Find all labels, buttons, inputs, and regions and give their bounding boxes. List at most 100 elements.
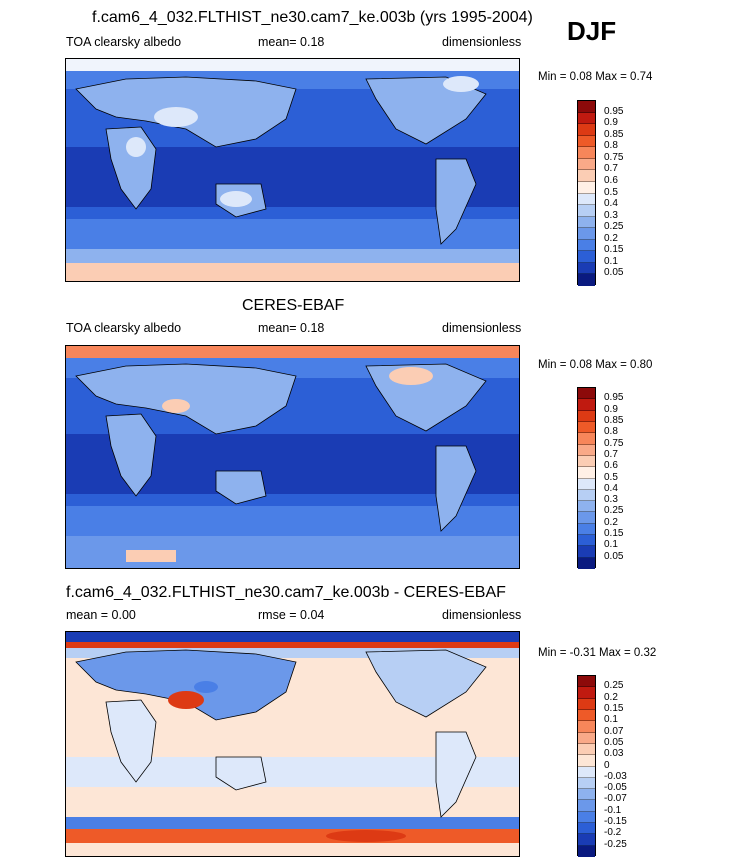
colorbar-swatch [578,743,595,756]
colorbar-swatch [578,698,595,710]
colorbar-swatch [578,158,595,171]
colorbar-tick-label: 0.25 [604,680,624,692]
colorbar-tick-label: -0.1 [604,804,622,816]
colorbar-tick-label: 0.1 [604,539,618,551]
colorbar-swatch [578,501,595,513]
colorbar-swatch [578,388,595,400]
panel3-map [65,631,520,857]
colorbar-tick-label: 0.95 [604,105,624,117]
colorbar-swatch [578,755,595,767]
colorbar-swatch [578,135,595,148]
colorbar-tick-label: 0.6 [604,460,618,472]
colorbar-swatch [578,800,595,812]
colorbar-tick-label: -0.05 [604,782,627,794]
colorbar-swatch [578,170,595,182]
panel2-title: CERES-EBAF [242,297,345,314]
panel3-mean-label: mean = 0.00 [66,608,136,622]
colorbar-swatch [578,228,595,240]
panel3-minmax: Min = -0.31 Max = 0.32 [538,647,657,659]
colorbar-swatch [578,687,595,699]
colorbar-swatch [578,216,595,229]
colorbar-tick-label: 0.9 [604,403,618,415]
colorbar-tick-label: 0.75 [604,437,624,449]
colorbar-swatch [578,823,595,835]
colorbar-swatch [578,811,595,824]
panel3-rmse-label: rmse = 0.04 [258,608,325,622]
colorbar-tick-label: 0.2 [604,516,618,528]
colorbar-tick-label: 0.1 [604,255,618,267]
colorbar-tick-label: 0.9 [604,117,618,129]
colorbar-swatch [578,410,595,422]
colorbar-tick-label: -0.07 [604,793,627,805]
colorbar-swatch [578,766,595,778]
colorbar-swatch [578,274,595,286]
colorbar-swatch [578,193,595,206]
colorbar-tick-label: 0.4 [604,482,618,494]
colorbar-tick-label: 0.2 [604,691,618,703]
colorbar-swatch [578,777,595,790]
colorbar-swatch [578,478,595,490]
panel2-units-label: dimensionless [442,321,522,335]
colorbar-tick-label: 0.05 [604,736,624,748]
panel3-colorbar [577,675,596,857]
colorbar-swatch [578,557,595,569]
colorbar-tick-label: 0.1 [604,714,618,726]
colorbar-tick-label: 0.07 [604,725,624,737]
colorbar-swatch [578,523,595,536]
panel2-minmax: Min = 0.08 Max = 0.80 [538,359,653,371]
colorbar-tick-label: 0 [604,759,610,771]
colorbar-swatch [578,181,595,194]
colorbar-tick-label: 0.4 [604,198,618,210]
panel1-mean-label: mean= 0.18 [258,35,325,49]
colorbar-swatch [578,676,595,688]
colorbar-tick-label: -0.25 [604,838,627,850]
colorbar-tick-label: 0.3 [604,494,618,506]
colorbar-tick-label: 0.8 [604,140,618,152]
colorbar-tick-label: 0.15 [604,244,624,256]
colorbar-tick-label: 0.15 [604,702,624,714]
colorbar-tick-label: 0.25 [604,505,624,517]
colorbar-tick-label: 0.15 [604,528,624,540]
colorbar-swatch [578,444,595,456]
colorbar-swatch [578,262,595,275]
panel1-units-label: dimensionless [442,35,522,49]
colorbar-swatch [578,433,595,445]
colorbar-swatch [578,205,595,217]
colorbar-swatch [578,546,595,558]
colorbar-tick-label: 0.05 [604,550,624,562]
colorbar-swatch [578,467,595,479]
panel1-variable-label: TOA clearsky albedo [66,35,182,49]
colorbar-tick-label: 0.95 [604,392,624,404]
season-label: DJF [567,16,617,46]
colorbar-swatch [578,124,595,136]
colorbar-tick-label: -0.03 [604,770,627,782]
colorbar-swatch [578,489,595,502]
colorbar-tick-label: 0.75 [604,151,624,163]
colorbar-tick-label: 0.3 [604,209,618,221]
panel2-mean-label: mean= 0.18 [258,321,325,335]
colorbar-swatch [578,147,595,159]
panel1-minmax: Min = 0.08 Max = 0.74 [538,71,653,83]
colorbar-swatch [578,721,595,733]
colorbar-tick-label: 0.2 [604,232,618,244]
colorbar-swatch [578,789,595,801]
colorbar-swatch [578,239,595,252]
panel3-title: f.cam6_4_032.FLTHIST_ne30.cam7_ke.003b -… [66,584,506,601]
colorbar-tick-label: 0.85 [604,128,624,140]
colorbar-swatch [578,535,595,547]
panel1-title: f.cam6_4_032.FLTHIST_ne30.cam7_ke.003b (… [92,9,533,26]
colorbar-tick-label: -0.2 [604,827,622,839]
colorbar-swatch [578,845,595,857]
colorbar-tick-label: 0.05 [604,267,624,279]
panel1-map [65,58,520,282]
colorbar-swatch [578,455,595,468]
colorbar-tick-label: 0.8 [604,426,618,438]
colorbar-swatch [578,251,595,263]
colorbar-tick-label: 0.7 [604,163,618,175]
panel2-variable-label: TOA clearsky albedo [66,321,182,335]
colorbar-swatch [578,399,595,411]
panel3-units-label: dimensionless [442,608,522,622]
colorbar-tick-label: 0.25 [604,221,624,233]
colorbar-tick-label: 0.7 [604,448,618,460]
colorbar-swatch [578,709,595,722]
